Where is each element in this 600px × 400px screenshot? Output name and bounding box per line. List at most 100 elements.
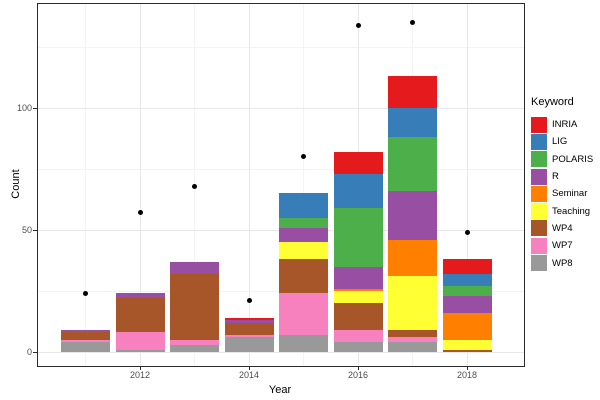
bar-segment: [224, 323, 274, 335]
bar-segment: [442, 350, 492, 352]
y-tick-mark: [33, 107, 37, 109]
legend-item-label: WP4: [552, 222, 573, 234]
bar-segment: [115, 298, 165, 332]
legend-item-label: R: [552, 171, 559, 183]
x-tick-mark: [357, 366, 359, 370]
x-tick-label: 2018: [456, 370, 478, 380]
bar-segment: [442, 296, 492, 313]
major-gridline-v: [139, 4, 141, 366]
x-tick-mark: [248, 366, 250, 370]
data-point: [137, 210, 143, 216]
bar-segment: [388, 191, 437, 240]
bar-segment: [333, 289, 383, 291]
minor-gridline-v: [303, 4, 304, 366]
data-point: [301, 154, 306, 160]
bar-segment: [115, 293, 165, 298]
bar-segment: [388, 330, 437, 337]
bar-segment: [333, 291, 383, 303]
bar-segment: [224, 335, 274, 337]
major-gridline-v: [466, 4, 468, 366]
bar-segment: [279, 293, 328, 335]
bar-segment: [442, 286, 492, 296]
data-point: [410, 20, 415, 26]
data-point: [83, 290, 88, 296]
data-point: [246, 298, 252, 304]
legend-key-swatch: [531, 168, 547, 185]
bar-segment: [61, 340, 110, 342]
bar-segment: [388, 76, 437, 108]
bar-segment: [224, 320, 274, 323]
bar-segment: [279, 335, 328, 352]
y-axis-title: Count: [10, 169, 22, 199]
y-tick-mark: [33, 229, 37, 231]
bar-segment: [61, 342, 110, 352]
legend-item: Seminar: [531, 185, 599, 202]
bar-segment: [442, 274, 492, 286]
legend-item: WP8: [531, 254, 599, 272]
legend-key-swatch: [531, 255, 547, 272]
legend-item-label: INRIA: [552, 119, 578, 131]
legend-item-label: LIG: [552, 136, 568, 148]
legend-key-swatch: [531, 151, 547, 168]
bar-segment: [333, 152, 383, 174]
legend-item: WP7: [531, 237, 599, 254]
x-tick-mark: [466, 366, 468, 370]
legend-item-label: WP7: [552, 240, 573, 252]
legend-key-swatch: [531, 237, 547, 254]
y-tick-label: 50: [21, 225, 32, 235]
bar-segment: [279, 259, 328, 293]
legend-item-label: Seminar: [552, 188, 588, 200]
x-tick-label: 2012: [129, 370, 151, 380]
legend-key-swatch: [531, 203, 547, 220]
legend-item: INRIA: [531, 116, 599, 133]
bar-segment: [170, 274, 219, 340]
bar-segment: [388, 137, 437, 191]
legend-item: LIG: [531, 133, 599, 150]
legend-key-swatch: [531, 220, 547, 237]
x-tick-label: 2014: [238, 370, 260, 380]
bar-segment: [115, 350, 165, 352]
bar-segment: [170, 340, 219, 345]
bar-segment: [61, 330, 110, 332]
legend-item-label: WP8: [552, 257, 573, 269]
bar-segment: [279, 218, 328, 228]
legend-key-swatch: [531, 185, 547, 202]
legend-item: WP4: [531, 220, 599, 237]
bar-segment: [333, 342, 383, 352]
bar-segment: [279, 193, 328, 218]
major-gridline-v: [248, 4, 250, 366]
bar-segment: [333, 303, 383, 330]
legend-item-label: Teaching: [552, 205, 591, 217]
legend-key-swatch: [531, 116, 547, 133]
data-point: [464, 229, 470, 235]
bar-segment: [388, 276, 437, 330]
y-tick-mark: [33, 351, 37, 353]
bar-segment: [442, 313, 492, 340]
bar-segment: [388, 337, 437, 342]
minor-gridline-h: [38, 168, 524, 170]
x-axis-title: Year: [268, 384, 292, 396]
y-tick-label: 100: [16, 103, 32, 113]
data-point: [355, 22, 361, 28]
legend-item: POLARIS: [531, 151, 599, 168]
bar-segment: [442, 259, 492, 274]
bar-segment: [279, 242, 328, 259]
y-tick-label: 0: [26, 347, 32, 357]
bar-segment: [388, 108, 437, 137]
bar-segment: [388, 342, 437, 352]
x-tick-label: 2016: [347, 370, 369, 380]
major-gridline-h: [38, 107, 524, 109]
data-point: [192, 183, 197, 189]
minor-gridline-h: [38, 46, 524, 48]
bar-segment: [115, 332, 165, 350]
bar-segment: [61, 332, 110, 340]
legend-item: R: [531, 168, 599, 185]
legend-key-swatch: [531, 133, 547, 150]
legend-item-label: POLARIS: [552, 153, 594, 165]
bar-segment: [224, 318, 274, 320]
bar-segment: [333, 174, 383, 208]
bar-segment: [442, 340, 492, 350]
x-tick-mark: [139, 366, 141, 370]
legend-title: Keyword: [531, 96, 574, 108]
